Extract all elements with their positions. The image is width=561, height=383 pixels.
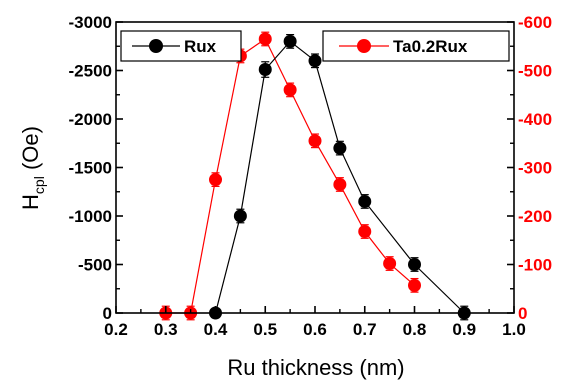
y-right-tick-label: -200 bbox=[518, 207, 552, 226]
legend-rux-label: Rux bbox=[184, 37, 217, 56]
y-axis-title: Hcpl (Oe) bbox=[18, 126, 47, 210]
series-line-1 bbox=[165, 38, 415, 314]
legend-ta-label: Ta0.2Rux bbox=[393, 37, 468, 56]
legend-rux-marker bbox=[149, 39, 163, 53]
y-left-tick-label: -2500 bbox=[69, 62, 112, 81]
data-point-0 bbox=[258, 63, 272, 77]
x-tick-label: 0.9 bbox=[452, 320, 476, 339]
y-right-tick-label: 0 bbox=[518, 304, 527, 323]
data-point-1 bbox=[408, 278, 421, 292]
y-axis-title-sub: cpl bbox=[31, 176, 47, 194]
x-axis-title: Ru thickness (nm) bbox=[227, 355, 404, 380]
data-point-0 bbox=[358, 194, 372, 208]
x-tick-label: 0.8 bbox=[403, 320, 427, 339]
x-tick-label: 0.5 bbox=[253, 320, 277, 339]
y-right-tick-label: -400 bbox=[518, 110, 552, 129]
data-point-1 bbox=[258, 32, 272, 46]
y-right-tick-label: -600 bbox=[518, 13, 552, 32]
x-tick-label: 0.7 bbox=[353, 320, 377, 339]
y-left-tick-label: -3000 bbox=[69, 13, 112, 32]
x-tick-label: 0.6 bbox=[303, 320, 327, 339]
y-axis-title-main: H bbox=[18, 194, 43, 210]
y-right-tick-label: -100 bbox=[518, 256, 552, 275]
data-point-0 bbox=[233, 209, 247, 223]
svg-text:Hcpl (Oe): Hcpl (Oe) bbox=[18, 126, 47, 210]
y-left-tick-label: 0 bbox=[103, 304, 112, 323]
legend-ta-marker bbox=[357, 39, 371, 53]
x-tick-label: 0.2 bbox=[104, 320, 128, 339]
x-tick-label: 0.4 bbox=[204, 320, 228, 339]
legend-ta: Ta0.2Rux bbox=[322, 30, 510, 62]
y-left-tick-label: -1000 bbox=[69, 207, 112, 226]
x-tick-label: 0.3 bbox=[154, 320, 178, 339]
data-point-1 bbox=[358, 225, 372, 239]
y-left-tick-label: -1500 bbox=[69, 159, 112, 178]
data-point-1 bbox=[333, 177, 347, 191]
axes-layer: 0.2 0.3 0.4 0.5 0.6 0.7 0.8 0.9 1.00-500-1000-15… bbox=[69, 13, 553, 339]
data-point-1 bbox=[209, 173, 222, 187]
data-point-1 bbox=[308, 134, 322, 148]
data-point-0 bbox=[333, 141, 347, 155]
y-left-tick-label: -500 bbox=[78, 256, 112, 275]
data-point-1 bbox=[383, 257, 397, 271]
y-right-tick-label: -500 bbox=[518, 62, 552, 81]
y-right-tick-label: -300 bbox=[518, 159, 552, 178]
y-axis-title-unit: (Oe) bbox=[18, 126, 43, 176]
data-point-0 bbox=[283, 34, 297, 48]
data-point-1 bbox=[283, 83, 297, 97]
y-left-tick-label: -2000 bbox=[69, 110, 112, 129]
data-point-0 bbox=[408, 258, 421, 271]
marks-layer bbox=[159, 31, 471, 321]
x-tick-label: 1.0 bbox=[502, 320, 526, 339]
data-point-0 bbox=[308, 54, 322, 68]
legend-rux: Rux bbox=[120, 30, 242, 62]
